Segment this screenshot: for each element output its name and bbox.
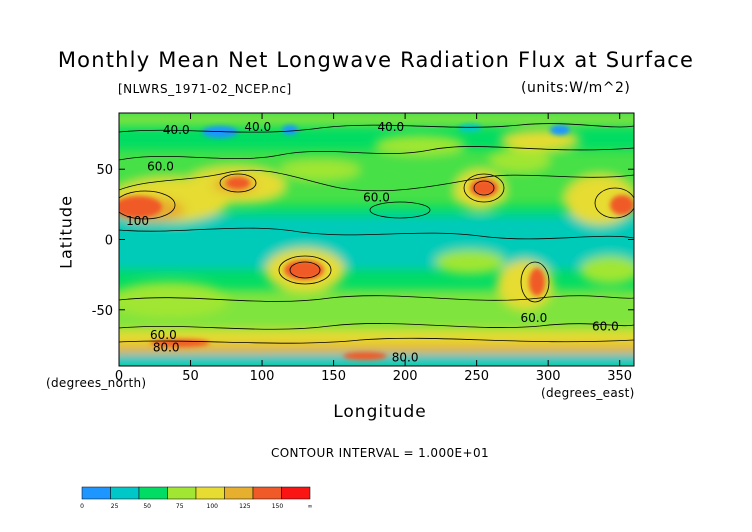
units-label: (units:W/m^2) — [521, 80, 631, 96]
contour-labels: 40.0 40.0 40.060.060.060.060.060.080.080.0… — [126, 120, 619, 365]
chart-title: Monthly Mean Net Longwave Radiation Flux… — [57, 48, 695, 72]
colorbar-tick-label: 100 — [207, 503, 219, 510]
contour-label: 60.0 — [521, 311, 548, 325]
contour-line — [119, 190, 176, 220]
x-tick-label: 350 — [607, 369, 632, 384]
colorbar-swatch — [110, 486, 140, 500]
source-file-label: [NLWRS_1971-02_NCEP.nc] — [118, 82, 292, 96]
field-hotspot — [343, 352, 387, 360]
contour-label: 80.0 — [392, 351, 419, 365]
x-axis-title: Longitude — [333, 402, 427, 422]
field-blob — [119, 282, 230, 318]
field-hotspot — [226, 177, 250, 189]
contour-line — [520, 261, 550, 303]
heatmap-field — [119, 113, 634, 366]
contour-label: 40.0 — [163, 123, 190, 137]
x-tick-label: 50 — [182, 369, 199, 384]
field-hotspot — [470, 179, 498, 197]
field-band — [119, 215, 634, 270]
field-blob — [580, 256, 634, 284]
contour-label: 40.0 — [244, 120, 271, 134]
contour-lines — [119, 123, 634, 344]
contour-label: 100 — [126, 214, 149, 228]
x-tick-label: 300 — [536, 369, 561, 384]
field-coldspot — [458, 124, 482, 132]
colorbar-tick-label: 125 — [239, 503, 251, 510]
colorbar-swatch — [81, 486, 111, 500]
field-hotspot — [119, 196, 162, 218]
contour-line — [463, 173, 505, 203]
x-unit-note: (degrees_east) — [541, 386, 635, 400]
contour-line — [119, 227, 634, 240]
contour-label: 60.0 — [147, 159, 174, 173]
contour-label: 80.0 — [153, 341, 180, 355]
field-blob — [490, 148, 550, 172]
x-tick-label: 250 — [464, 369, 489, 384]
x-tick-label: 200 — [393, 369, 418, 384]
contour-label: 60.0 — [363, 190, 390, 204]
field-hotspot — [610, 195, 634, 215]
contour-line — [119, 169, 634, 192]
colorbar-tick-label: 150 — [272, 503, 284, 510]
contour-line — [119, 337, 634, 344]
colorbar-tick-label: 25 — [111, 503, 119, 510]
field-coldspot — [202, 126, 238, 138]
colorbar-swatch — [195, 486, 225, 500]
contour-label: 40.0 — [377, 120, 404, 134]
contour-line — [119, 295, 634, 302]
contour-label: 60.0 — [592, 320, 619, 334]
colorbar-tick-label: ∞ — [308, 503, 313, 510]
x-tick-label: 0 — [115, 369, 123, 384]
contour-line — [119, 123, 634, 133]
colorbar-swatch — [138, 486, 168, 500]
contour-label: 60.0 — [150, 328, 177, 342]
y-tick-label: 50 — [96, 163, 113, 178]
contour-line — [369, 201, 431, 219]
field-coldspot — [282, 125, 298, 135]
field-blob — [435, 250, 505, 274]
contour-line — [473, 180, 495, 196]
field-band — [119, 354, 634, 366]
y-tick-label: -50 — [92, 304, 113, 319]
y-axis: 50 0 -50 — [92, 163, 634, 319]
field-blob — [280, 160, 360, 180]
colorbar-swatch — [281, 486, 311, 500]
y-tick-label: 0 — [105, 234, 113, 249]
colorbar-swatch — [224, 486, 254, 500]
contour-line — [119, 323, 634, 330]
field-hotspot — [529, 268, 545, 296]
field-coldspot — [550, 125, 570, 135]
colorbar-tick-label: 75 — [176, 503, 184, 510]
field-band — [119, 113, 634, 126]
field-blob — [375, 135, 465, 155]
contour-interval-label: CONTOUR INTERVAL = 1.000E+01 — [270, 446, 490, 460]
y-unit-note: (degrees_north) — [46, 376, 147, 390]
x-axis: 0 50 100 150 200 250 300 350 — [115, 113, 632, 384]
contour-line — [289, 261, 321, 279]
contour-line — [119, 146, 634, 161]
contour-line — [219, 173, 257, 193]
contour-line — [278, 255, 332, 285]
contour-line — [594, 187, 634, 219]
colorbar-swatch — [167, 486, 197, 500]
colorbar-tick-label: 50 — [143, 503, 151, 510]
field-band — [119, 344, 634, 354]
x-tick-label: 100 — [250, 369, 275, 384]
colorbar-swatch — [252, 486, 282, 500]
colorbar: 0 25 50 75 100 125 150 ∞ — [80, 486, 313, 510]
x-tick-label: 150 — [321, 369, 346, 384]
colorbar-tick-label: 0 — [80, 503, 84, 510]
